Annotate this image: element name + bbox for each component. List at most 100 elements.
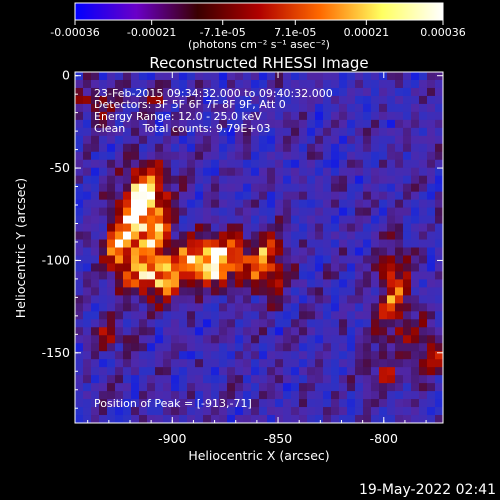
heatmap-cell [411, 183, 420, 193]
heatmap-cell [235, 127, 244, 137]
heatmap-cell [147, 79, 156, 89]
heatmap-cell [387, 271, 396, 281]
heatmap-cell [219, 327, 228, 336]
heatmap-cell [83, 287, 92, 296]
heatmap-cell [227, 167, 236, 177]
heatmap-cell [155, 367, 164, 376]
heatmap-cell [187, 87, 196, 97]
heatmap-cell [107, 399, 116, 408]
heatmap-cell [203, 271, 212, 281]
heatmap-cell [131, 159, 140, 169]
heatmap-cell [187, 215, 196, 225]
heatmap-cell [99, 415, 108, 423]
heatmap-cell [75, 335, 84, 344]
heatmap-cell [123, 271, 132, 281]
heatmap-cell [243, 335, 252, 344]
heatmap-cell [99, 391, 108, 400]
colorbar-tick-label: -0.00036 [50, 26, 99, 39]
heatmap-cell [155, 87, 164, 97]
heatmap-cell [331, 231, 340, 241]
heatmap-cell [403, 143, 412, 153]
heatmap-cell [363, 79, 372, 89]
heatmap-cell [323, 119, 332, 129]
heatmap-cell [267, 175, 276, 185]
heatmap-cell [211, 367, 220, 376]
heatmap-cell [227, 175, 236, 185]
heatmap-cell [339, 175, 348, 185]
heatmap-cell [115, 359, 124, 368]
heatmap-cell [379, 119, 388, 129]
heatmap-cell [379, 247, 388, 257]
heatmap-cell [323, 72, 332, 81]
heatmap-cell [323, 287, 332, 296]
heatmap-cell [363, 359, 372, 368]
heatmap-cell [147, 271, 156, 281]
heatmap-cell [315, 207, 324, 217]
heatmap-cell [155, 135, 164, 145]
heatmap-cell [203, 199, 212, 209]
heatmap-cell [251, 191, 260, 201]
heatmap-cell [123, 175, 132, 185]
heatmap-cell [307, 207, 316, 217]
heatmap-cell [187, 223, 196, 233]
heatmap-cell [411, 247, 420, 257]
heatmap-cell [187, 79, 196, 89]
heatmap-cell [131, 247, 140, 257]
heatmap-cell [291, 255, 300, 265]
heatmap-cell [115, 391, 124, 400]
heatmap-cell [387, 383, 396, 392]
heatmap-cell [115, 95, 124, 105]
heatmap-cell [387, 72, 396, 81]
heatmap-cell [291, 127, 300, 137]
heatmap-cell [395, 279, 404, 288]
heatmap-cell [435, 359, 443, 368]
heatmap-cell [299, 223, 308, 233]
heatmap-cell [411, 127, 420, 137]
heatmap-cell [219, 247, 228, 257]
heatmap-cell [379, 87, 388, 97]
heatmap-cell [275, 127, 284, 137]
heatmap-cell [131, 135, 140, 145]
heatmap-cell [283, 72, 292, 81]
heatmap-cell [75, 143, 84, 153]
heatmap-cell [291, 223, 300, 233]
heatmap-cell [195, 215, 204, 225]
heatmap-cell [387, 287, 396, 296]
heatmap-cell [211, 135, 220, 145]
heatmap-cell [411, 143, 420, 153]
heatmap-cell [395, 359, 404, 368]
heatmap-cell [243, 399, 252, 408]
heatmap-cell [147, 319, 156, 328]
heatmap-cell [243, 351, 252, 360]
heatmap-cell [155, 95, 164, 105]
heatmap-cell [355, 263, 364, 273]
heatmap-cell [251, 327, 260, 336]
heatmap-cell [395, 263, 404, 273]
heatmap-cell [267, 111, 276, 121]
heatmap-cell [91, 231, 100, 241]
heatmap-cell [387, 311, 396, 320]
heatmap-cell [139, 79, 148, 89]
heatmap-cell [83, 79, 92, 89]
heatmap-cell [275, 87, 284, 97]
heatmap-cell [275, 79, 284, 89]
heatmap-cell [131, 231, 140, 241]
heatmap-cell [403, 199, 412, 209]
info-detectors: Detectors: 3F 5F 6F 7F 8F 9F, Att 0 [94, 98, 286, 111]
heatmap-cell [123, 87, 132, 97]
heatmap-cell [123, 415, 132, 423]
heatmap-cell [315, 199, 324, 209]
x-tick-label: -900 [158, 431, 186, 446]
heatmap-cell [379, 95, 388, 105]
heatmap-cell [203, 159, 212, 169]
heatmap-cell [155, 407, 164, 416]
heatmap-cell [411, 271, 420, 281]
heatmap-cell [259, 159, 268, 169]
heatmap-cell [371, 287, 380, 296]
heatmap-cell [339, 335, 348, 344]
heatmap-cell [171, 407, 180, 416]
heatmap-cell [251, 287, 260, 296]
heatmap-cell [163, 135, 172, 145]
heatmap-cell [83, 279, 92, 288]
heatmap-cell [163, 191, 172, 201]
